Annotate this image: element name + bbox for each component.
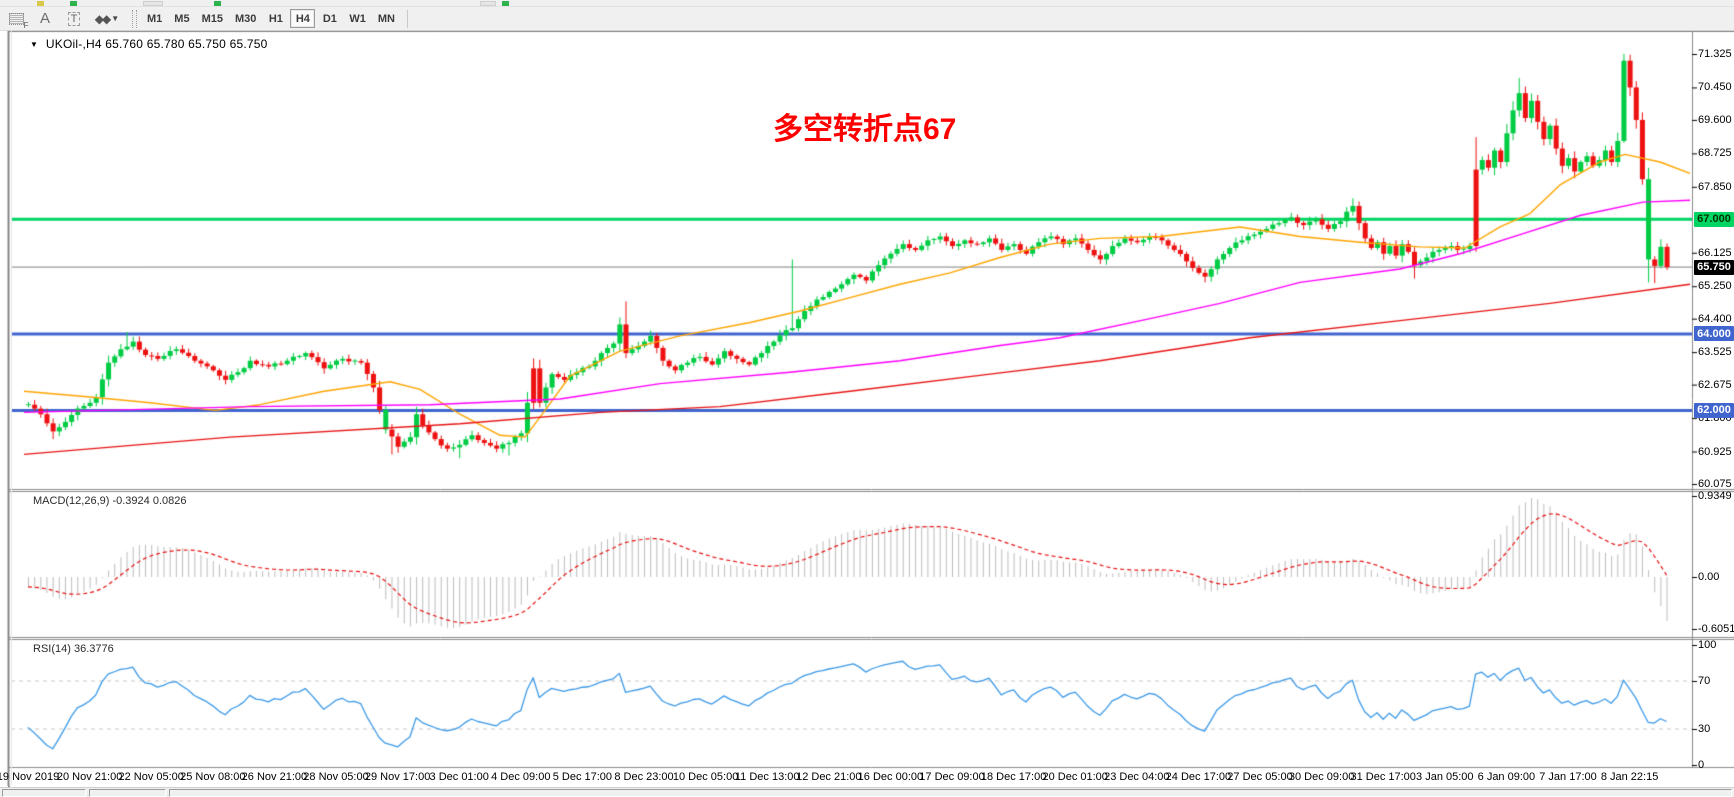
time-axis-label: 19 Nov 2019 xyxy=(0,771,60,783)
price-axis-tick: 66.125 xyxy=(1698,246,1732,259)
macd-indicator-label: MACD(12,26,9) -0.3924 0.0826 xyxy=(33,495,187,507)
time-axis-label: 8 Jan 22:15 xyxy=(1600,771,1659,783)
price-badge-67.000: 67.000 xyxy=(1694,211,1734,227)
time-axis-label: 28 Nov 05:00 xyxy=(303,771,369,783)
status-box xyxy=(89,789,166,797)
rsi-axis-tick: 100 xyxy=(1698,639,1717,651)
price-axis-tick: 69.600 xyxy=(1698,113,1732,126)
macd-axis-tick: 0.00 xyxy=(1698,571,1720,583)
time-axis-label: 20 Dec 01:00 xyxy=(1042,771,1108,783)
time-axis-label: 11 Dec 13:00 xyxy=(734,771,800,783)
time-axis-label: 3 Jan 05:00 xyxy=(1416,771,1474,783)
price-axis-tick: 67.850 xyxy=(1698,180,1732,193)
price-axis-tick: 60.075 xyxy=(1698,477,1732,490)
time-axis-label: 18 Dec 17:00 xyxy=(980,771,1047,783)
symbol-dropdown[interactable]: ▼ UKOil-,H4 65.760 65.780 65.750 65.750 xyxy=(30,37,267,51)
price-axis-tick: 60.925 xyxy=(1698,445,1732,458)
price-axis-tick: 62.675 xyxy=(1698,378,1732,391)
time-axis-label: 10 Dec 05:00 xyxy=(672,771,739,783)
time-axis-label: 20 Nov 21:00 xyxy=(56,771,123,783)
rsi-axis-tick: 0 xyxy=(1698,759,1705,771)
time-axis-label: 26 Nov 21:00 xyxy=(241,771,308,783)
rsi-indicator-label: RSI(14) 36.3776 xyxy=(33,643,114,655)
rsi-axis-tick: 70 xyxy=(1698,675,1711,687)
chart-annotation-text: 多空转折点67 xyxy=(773,113,957,146)
time-axis-label: 3 Dec 01:00 xyxy=(429,771,489,783)
status-bar xyxy=(0,787,1734,797)
macd-axis-tick: -0.6051 xyxy=(1698,623,1734,635)
price-badge-65.750: 65.750 xyxy=(1694,259,1734,275)
time-axis-label: 16 Dec 00:00 xyxy=(857,771,924,783)
price-axis-tick: 71.325 xyxy=(1698,48,1732,60)
chevron-down-icon: ▼ xyxy=(30,39,38,49)
time-axis-label: 8 Dec 23:00 xyxy=(614,771,674,783)
time-axis-label: 17 Dec 09:00 xyxy=(919,771,985,783)
time-axis-label: 25 Nov 08:00 xyxy=(180,771,246,783)
price-axis-tick: 68.725 xyxy=(1698,147,1732,160)
time-axis-label: 24 Dec 17:00 xyxy=(1165,771,1232,783)
status-box xyxy=(169,789,1732,797)
time-axis-label: 4 Dec 09:00 xyxy=(491,771,551,783)
time-axis-label: 7 Jan 17:00 xyxy=(1539,771,1597,783)
price-badge-62.000: 62.000 xyxy=(1694,402,1734,418)
time-axis-label: 22 Nov 05:00 xyxy=(118,771,184,783)
price-axis-tick: 65.250 xyxy=(1698,280,1732,293)
time-axis-label: 6 Jan 09:00 xyxy=(1477,771,1536,783)
time-axis-label: 30 Dec 09:00 xyxy=(1288,771,1355,783)
time-axis-label: 12 Dec 21:00 xyxy=(796,771,862,783)
time-axis-label: 27 Dec 05:00 xyxy=(1227,771,1293,783)
time-axis-label: 5 Dec 17:00 xyxy=(552,771,613,783)
macd-axis-tick: 0.9349 xyxy=(1698,490,1732,502)
price-badge-64.000: 64.000 xyxy=(1694,326,1734,342)
price-axis-tick: 70.450 xyxy=(1698,81,1732,94)
chart-title: UKOil-,H4 65.760 65.780 65.750 65.750 xyxy=(45,37,268,51)
time-axis-label: 29 Nov 17:00 xyxy=(364,771,431,783)
time-axis-label: 23 Dec 04:00 xyxy=(1104,771,1170,783)
status-box xyxy=(2,789,86,797)
rsi-axis-tick: 30 xyxy=(1698,723,1711,735)
price-axis-tick: 63.525 xyxy=(1698,346,1732,359)
time-axis-label: 31 Dec 17:00 xyxy=(1350,771,1416,783)
price-axis-tick: 64.400 xyxy=(1698,312,1732,325)
